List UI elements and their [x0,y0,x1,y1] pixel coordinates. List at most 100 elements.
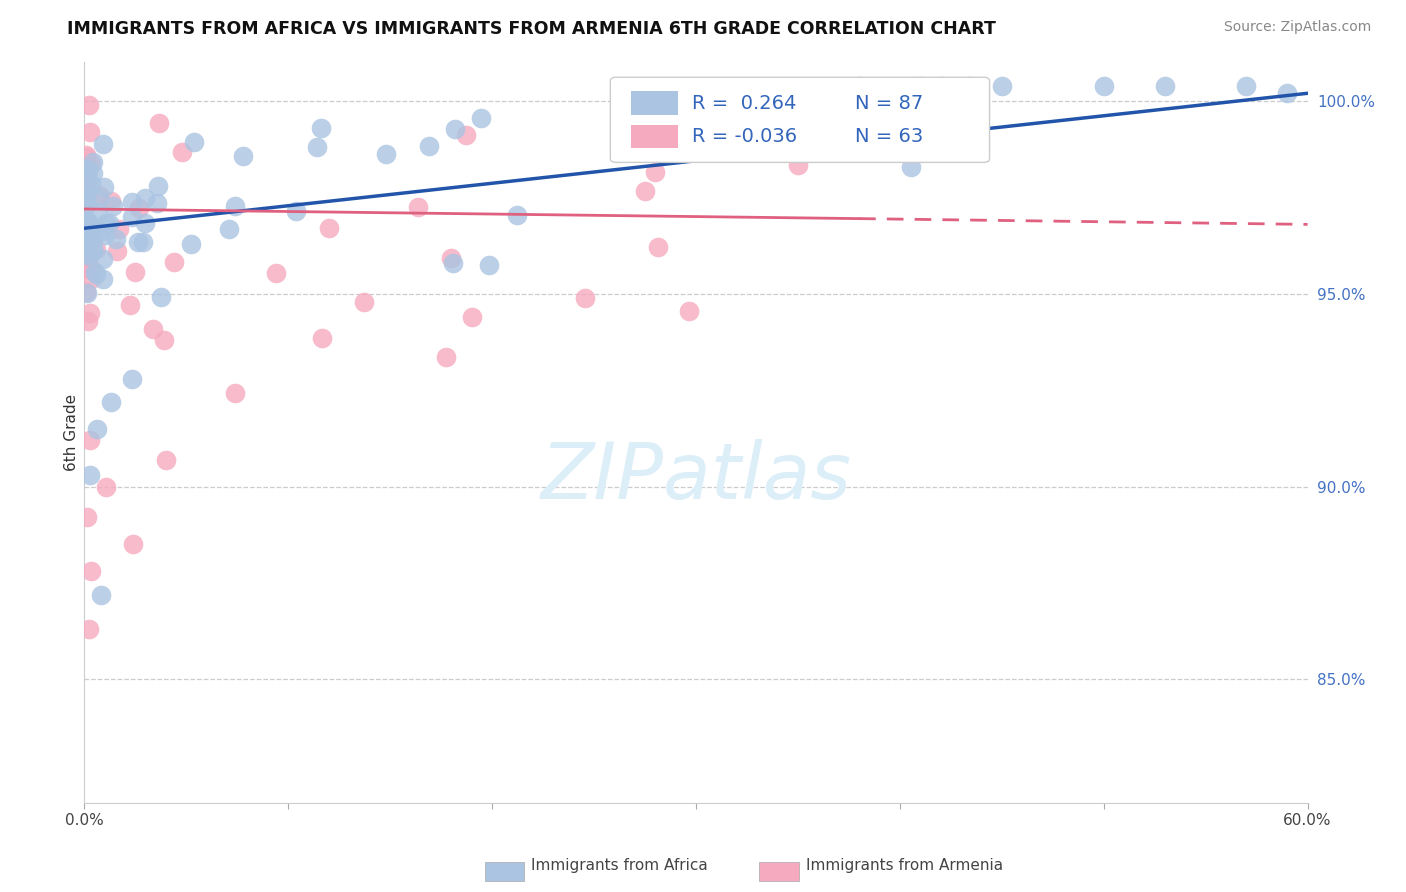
Point [991,78,1014,93]
Point [105,232,128,246]
Point [77,622,100,636]
Point [76,510,98,524]
Point [96,216,118,230]
Point [84,268,107,282]
Point [82,230,104,244]
Point [91,272,114,286]
Point [76,212,98,227]
Point [93,227,115,242]
Point [91,137,114,152]
Point [155,452,177,467]
Point [79,434,101,448]
Point [82,155,104,169]
Text: IMMIGRANTS FROM AFRICA VS IMMIGRANTS FROM ARMENIA 6TH GRADE CORRELATION CHART: IMMIGRANTS FROM AFRICA VS IMMIGRANTS FRO… [67,20,997,37]
Point [75,198,97,212]
Point [127,235,149,250]
Text: Immigrants from Armenia: Immigrants from Armenia [806,858,1002,872]
Point [75,191,97,205]
Text: N = 63: N = 63 [855,127,924,146]
Point [647,240,669,254]
Point [100,394,122,409]
Point [83,221,105,235]
Point [461,310,484,324]
Point [908,78,931,93]
Point [83,220,105,235]
Point [75,186,97,201]
Point [441,255,464,269]
Point [75,248,97,262]
Point [478,258,501,272]
Point [93,180,115,194]
Point [86,422,108,436]
Point [76,163,98,178]
Point [84,243,107,257]
Point [75,227,97,241]
Point [75,190,97,204]
Point [75,191,97,205]
Point [118,298,141,312]
Point [434,351,457,365]
Point [700,123,723,137]
Point [1236,78,1258,93]
Point [75,216,97,230]
Point [224,386,246,401]
Text: ZIPatlas: ZIPatlas [540,439,852,515]
Point [929,78,952,93]
Point [1092,78,1115,93]
Point [90,224,112,238]
Point [170,145,193,159]
Point [1154,78,1177,93]
Point [75,222,97,236]
Point [121,371,143,385]
Point [75,175,97,189]
Point [75,147,97,161]
Point [80,565,103,579]
Point [353,294,375,309]
Point [134,190,156,204]
Point [900,160,922,174]
Point [100,194,122,208]
Point [406,200,429,214]
FancyBboxPatch shape [610,78,990,162]
Point [82,166,104,180]
Point [82,244,104,258]
Text: Source: ZipAtlas.com: Source: ZipAtlas.com [1223,20,1371,34]
Point [75,150,97,164]
Point [75,168,97,182]
Text: N = 87: N = 87 [855,94,924,112]
Point [79,468,101,483]
Point [959,78,981,93]
Point [87,191,110,205]
Point [183,135,205,149]
Point [80,177,103,191]
Point [77,221,100,235]
Point [678,303,700,318]
Point [128,202,150,216]
Point [124,265,146,279]
Point [79,271,101,285]
Point [443,121,465,136]
Point [80,220,103,235]
Point [131,235,153,250]
Point [76,254,98,268]
Point [218,222,240,236]
Point [772,120,794,134]
Point [80,263,103,277]
Point [105,244,128,258]
Point [810,137,832,152]
Y-axis label: 6th Grade: 6th Grade [63,394,79,471]
Point [86,204,108,219]
Point [153,333,176,347]
Point [75,259,97,273]
Point [77,314,100,328]
Point [134,216,156,230]
Point [75,214,97,228]
Point [76,219,98,234]
Point [75,166,97,180]
Point [79,125,101,139]
Point [121,194,143,209]
Point [90,588,112,602]
Point [103,199,125,213]
Point [76,221,98,235]
Point [634,185,657,199]
